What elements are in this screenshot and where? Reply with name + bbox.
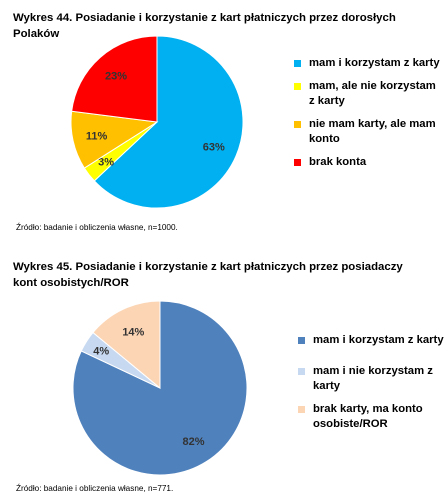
pie-data-label: 4%: [93, 346, 109, 358]
pie-slice: [71, 35, 158, 123]
legend-label: mam i korzystam z karty: [313, 334, 444, 346]
legend-label: mam i korzystam z karty: [309, 57, 440, 69]
legend-item: brak karty, ma konto osobiste/ROR: [298, 402, 446, 432]
legend-swatch: [294, 121, 301, 128]
legend-item: brak konta: [294, 155, 444, 170]
legend-item: mam i nie korzystam z karty: [298, 364, 446, 394]
legend-swatch: [298, 337, 305, 344]
legend-label: mam, ale nie korzystam z karty: [309, 80, 436, 107]
legend-item: mam, ale nie korzystam z karty: [294, 79, 444, 109]
legend-swatch: [294, 159, 301, 166]
legend-item: mam i korzystam z karty: [298, 333, 446, 348]
legend-swatch: [294, 60, 301, 67]
pie-data-label: 23%: [105, 71, 127, 83]
pie-slice: [72, 300, 248, 476]
pie-data-label: 3%: [98, 157, 114, 169]
legend-label: brak konta: [309, 156, 367, 168]
legend-swatch: [298, 406, 305, 413]
legend-item: mam i korzystam z karty: [294, 56, 444, 71]
legend-label: nie mam karty, ale mam konto: [309, 118, 436, 145]
pie-data-label: 14%: [122, 326, 144, 338]
chart-1-title: Wykres 44. Posiadanie i korzystanie z ka…: [13, 12, 396, 40]
chart-2-legend: mam i korzystam z karty mam i nie korzys…: [298, 333, 446, 432]
legend-swatch: [298, 368, 305, 375]
pie-slice: [92, 300, 161, 390]
chart-2-source: Źródło: badanie i obliczenia własne, n=7…: [16, 484, 174, 493]
legend-item: nie mam karty, ale mam konto: [294, 117, 444, 147]
pie-data-label: 63%: [203, 142, 225, 154]
legend-swatch: [294, 83, 301, 90]
pie-slice: [93, 35, 244, 209]
chart-1-legend: mam i korzystam z karty mam, ale nie kor…: [294, 56, 444, 170]
chart-2-title: Wykres 45. Posiadanie i korzystanie z ka…: [13, 261, 403, 289]
chart-1-source: Źródło: badanie i obliczenia własne, n=1…: [16, 223, 178, 232]
pie-data-label: 11%: [86, 131, 108, 143]
legend-label: mam i nie korzystam z karty: [313, 365, 433, 392]
legend-label: brak karty, ma konto osobiste/ROR: [313, 403, 423, 430]
pie-data-label: 82%: [183, 436, 205, 448]
